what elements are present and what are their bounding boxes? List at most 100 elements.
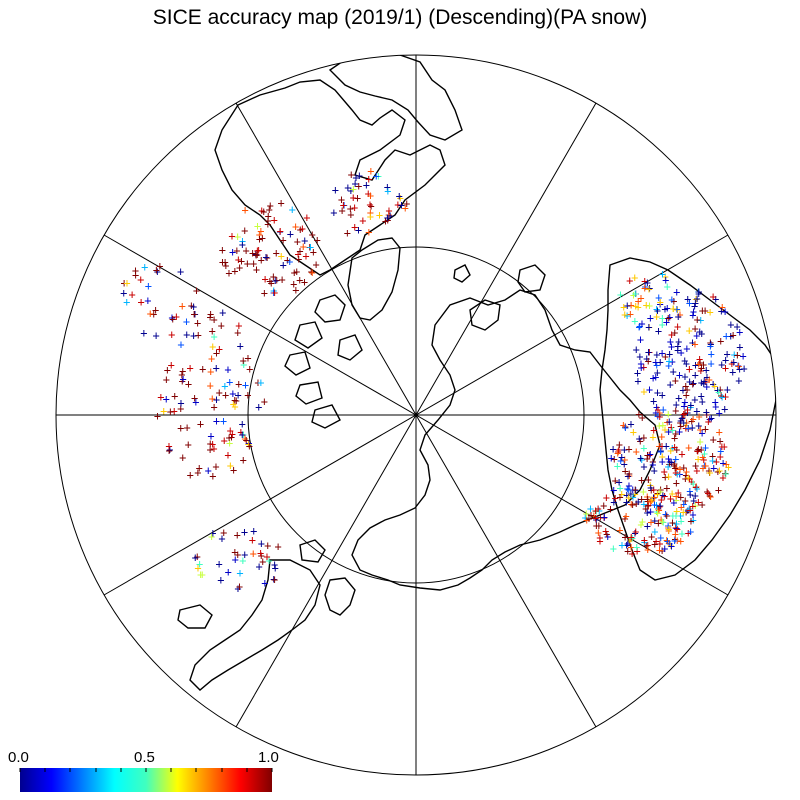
station-marker: + — [690, 477, 697, 491]
station-marker: + — [242, 378, 249, 392]
station-marker: + — [273, 273, 280, 287]
station-marker: + — [662, 273, 669, 287]
station-marker: + — [221, 434, 228, 448]
station-marker: + — [676, 307, 683, 321]
station-marker: + — [231, 399, 238, 413]
station-marker: + — [699, 450, 706, 464]
station-marker: + — [604, 530, 611, 544]
station-marker: + — [375, 169, 382, 183]
station-marker: + — [636, 349, 643, 363]
station-marker: + — [649, 455, 656, 469]
station-marker: + — [208, 530, 215, 544]
station-marker: + — [587, 508, 594, 522]
station-marker: + — [294, 235, 301, 249]
station-marker: + — [233, 243, 240, 257]
station-marker: + — [219, 243, 226, 257]
station-marker: + — [191, 307, 198, 321]
station-marker: + — [725, 460, 732, 474]
station-marker: + — [128, 288, 135, 302]
station-marker: + — [663, 533, 670, 547]
station-marker: + — [666, 457, 673, 471]
station-marker: + — [621, 308, 628, 322]
station-marker: + — [649, 371, 656, 385]
station-marker: + — [691, 392, 698, 406]
station-marker: + — [665, 470, 672, 484]
station-marker: + — [235, 253, 242, 267]
station-marker: + — [633, 496, 640, 510]
station-marker: + — [259, 555, 266, 569]
station-marker: + — [270, 572, 277, 586]
station-marker: + — [633, 540, 640, 554]
station-marker: + — [658, 346, 665, 360]
station-marker: + — [301, 275, 308, 289]
station-marker: + — [693, 480, 700, 494]
station-marker: + — [674, 533, 681, 547]
station-marker: + — [691, 337, 698, 351]
station-marker: + — [627, 540, 634, 554]
station-marker: + — [199, 567, 206, 581]
station-marker: + — [632, 483, 639, 497]
station-marker: + — [245, 436, 252, 450]
station-marker: + — [256, 227, 263, 241]
station-marker: + — [355, 179, 362, 193]
station-marker: + — [621, 511, 628, 525]
station-marker: + — [656, 410, 663, 424]
station-marker: + — [190, 329, 197, 343]
station-marker: + — [687, 525, 694, 539]
station-marker: + — [671, 532, 678, 546]
station-marker: + — [373, 169, 380, 183]
station-marker: + — [629, 497, 636, 511]
station-marker: + — [654, 487, 661, 501]
station-marker: + — [365, 186, 372, 200]
station-marker: + — [332, 183, 339, 197]
station-marker: + — [277, 196, 284, 210]
station-marker: + — [244, 257, 251, 271]
station-marker: + — [384, 180, 391, 194]
station-marker: + — [656, 485, 663, 499]
station-marker: + — [653, 310, 660, 324]
station-marker: + — [682, 494, 689, 508]
station-marker: + — [617, 453, 624, 467]
station-marker: + — [347, 201, 354, 215]
station-marker: + — [258, 253, 265, 267]
station-marker: + — [303, 211, 310, 225]
station-marker: + — [666, 455, 673, 469]
station-marker: + — [639, 411, 646, 425]
station-marker: + — [592, 504, 599, 518]
station-marker: + — [610, 483, 617, 497]
station-marker: + — [623, 538, 630, 552]
station-marker: + — [163, 392, 170, 406]
station-marker: + — [627, 307, 634, 321]
station-marker: + — [677, 514, 684, 528]
station-marker: + — [641, 535, 648, 549]
station-marker: + — [657, 530, 664, 544]
station-marker: + — [183, 315, 190, 329]
station-marker: + — [216, 342, 223, 356]
station-marker: + — [629, 490, 636, 504]
station-marker: + — [623, 495, 630, 509]
station-marker: + — [385, 204, 392, 218]
station-marker: + — [284, 253, 291, 267]
station-marker: + — [224, 448, 231, 462]
station-marker: + — [272, 561, 279, 575]
station-marker: + — [667, 335, 674, 349]
station-marker: + — [648, 494, 655, 508]
station-marker: + — [207, 365, 214, 379]
station-marker: + — [674, 343, 681, 357]
station-marker: + — [721, 305, 728, 319]
station-marker: + — [679, 383, 686, 397]
station-marker: + — [255, 243, 262, 257]
station-marker: + — [722, 361, 729, 375]
station-marker: + — [168, 310, 175, 324]
station-marker: + — [641, 274, 648, 288]
station-marker: + — [241, 431, 248, 445]
station-marker: + — [711, 379, 718, 393]
station-marker: + — [631, 271, 638, 285]
station-marker: + — [674, 320, 681, 334]
station-marker: + — [199, 362, 206, 376]
station-marker: + — [638, 473, 645, 487]
station-marker: + — [698, 361, 705, 375]
station-marker: + — [208, 352, 215, 366]
station-marker: + — [703, 485, 710, 499]
station-marker: + — [222, 388, 229, 402]
